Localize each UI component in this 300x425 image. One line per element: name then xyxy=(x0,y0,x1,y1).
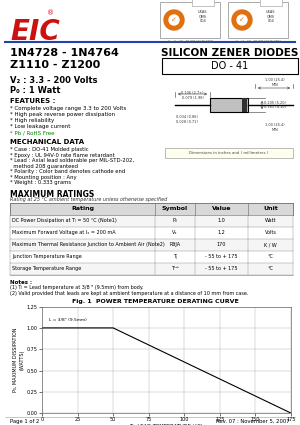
Text: ✓: ✓ xyxy=(170,15,178,25)
Text: * Pb / RoHS Free: * Pb / RoHS Free xyxy=(10,130,55,135)
Text: MECHANICAL DATA: MECHANICAL DATA xyxy=(10,139,84,145)
Bar xyxy=(228,2,288,38)
Bar xyxy=(260,0,282,6)
Text: Volts: Volts xyxy=(265,230,276,235)
Text: 0.106 (2.7+)
0.079 (1.98): 0.106 (2.7+) 0.079 (1.98) xyxy=(181,91,204,99)
Bar xyxy=(10,215,293,227)
Text: Symbol: Symbol xyxy=(162,206,188,211)
Text: Vₓ: Vₓ xyxy=(172,230,178,235)
Text: L = 3/8" (9.5mm): L = 3/8" (9.5mm) xyxy=(49,318,87,322)
Text: * High peak reverse power dissipation: * High peak reverse power dissipation xyxy=(10,112,115,117)
Text: * Case : DO-41 Molded plastic: * Case : DO-41 Molded plastic xyxy=(10,147,89,152)
Bar xyxy=(10,202,293,215)
Text: method 208 guaranteed: method 208 guaranteed xyxy=(10,164,78,168)
Text: P₀ : 1 Watt: P₀ : 1 Watt xyxy=(10,86,61,95)
Text: °C: °C xyxy=(268,254,273,259)
Text: Tˢᵗᵏ: Tˢᵗᵏ xyxy=(171,266,179,271)
Text: Unit: Unit xyxy=(263,206,278,211)
Text: ✓: ✓ xyxy=(239,17,245,23)
Text: Storage Temperature Range: Storage Temperature Range xyxy=(12,266,81,271)
Text: Maximum Thermal Resistance Junction to Ambient Air (Note2): Maximum Thermal Resistance Junction to A… xyxy=(12,242,165,247)
Bar xyxy=(162,58,298,74)
Text: K / W: K / W xyxy=(264,242,277,247)
Circle shape xyxy=(237,15,247,25)
Text: 0.034 (0.86)
0.028 (0.71): 0.034 (0.86) 0.028 (0.71) xyxy=(176,115,198,124)
Text: SILICON ZENER DIODES: SILICON ZENER DIODES xyxy=(161,48,299,58)
Text: ✓: ✓ xyxy=(238,15,246,25)
Text: V₂ : 3.3 - 200 Volts: V₂ : 3.3 - 200 Volts xyxy=(10,76,98,85)
Text: 1.0: 1.0 xyxy=(218,218,225,223)
Circle shape xyxy=(164,10,184,30)
Bar xyxy=(210,98,248,112)
Text: * Epoxy : UL 94V-0 rate flame retardant: * Epoxy : UL 94V-0 rate flame retardant xyxy=(10,153,115,158)
X-axis label: Tₗ, LEAD TEMPERATURE (°C): Tₗ, LEAD TEMPERATURE (°C) xyxy=(130,424,203,425)
Text: DC Power Dissipation at Tₗ = 50 °C (Note1): DC Power Dissipation at Tₗ = 50 °C (Note… xyxy=(12,218,117,223)
Bar xyxy=(10,250,293,263)
Text: DO - 41: DO - 41 xyxy=(212,61,249,71)
Bar xyxy=(192,0,214,6)
Text: EIC: EIC xyxy=(10,18,60,46)
Text: Watt: Watt xyxy=(265,218,276,223)
Bar xyxy=(165,148,293,158)
Text: Page 1 of 2: Page 1 of 2 xyxy=(10,419,39,424)
Text: - 55 to + 175: - 55 to + 175 xyxy=(205,266,238,271)
Text: * High reliability: * High reliability xyxy=(10,118,54,123)
Text: 1.2: 1.2 xyxy=(218,230,225,235)
Text: Junction Temperature Range: Junction Temperature Range xyxy=(12,254,82,259)
Text: Value: Value xyxy=(212,206,231,211)
Text: * Polarity : Color band denotes cathode end: * Polarity : Color band denotes cathode … xyxy=(10,169,125,174)
Text: * Complete voltage range 3.3 to 200 Volts: * Complete voltage range 3.3 to 200 Volt… xyxy=(10,106,126,111)
Text: * Low leakage current: * Low leakage current xyxy=(10,124,70,129)
Text: 1.00 (25.4)
MIN: 1.00 (25.4) MIN xyxy=(265,78,285,87)
Text: Certified No: TS-001/ 13-05-0008: Certified No: TS-001/ 13-05-0008 xyxy=(168,40,212,44)
Text: ✓: ✓ xyxy=(171,17,177,23)
Text: MAXIMUM RATINGS: MAXIMUM RATINGS xyxy=(10,190,94,198)
Text: 0.205 (5.20)
0.161 (4.10): 0.205 (5.20) 0.161 (4.10) xyxy=(264,101,286,109)
Text: °C: °C xyxy=(268,266,273,271)
Text: Rev. 07 : November 5, 2007: Rev. 07 : November 5, 2007 xyxy=(216,419,290,424)
Text: ®: ® xyxy=(47,10,54,16)
Text: (1) Tₗ = Lead temperature at 3/8 " (9.5mm) from body.: (1) Tₗ = Lead temperature at 3/8 " (9.5m… xyxy=(10,286,143,291)
Text: Notes :: Notes : xyxy=(10,280,32,284)
Text: RθJA: RθJA xyxy=(169,242,181,247)
Bar xyxy=(160,2,220,38)
Text: P₀: P₀ xyxy=(172,218,177,223)
Text: (2) Valid provided that leads are kept at ambient temperature at a distance of 1: (2) Valid provided that leads are kept a… xyxy=(10,291,248,295)
Text: Z1110 - Z1200: Z1110 - Z1200 xyxy=(10,60,100,70)
Text: * Weight : 0.333 grams: * Weight : 0.333 grams xyxy=(10,180,71,185)
Text: 170: 170 xyxy=(217,242,226,247)
Text: FEATURES :: FEATURES : xyxy=(10,98,56,104)
Bar xyxy=(10,238,293,250)
Text: UKAS
QMS
004: UKAS QMS 004 xyxy=(266,10,276,23)
Circle shape xyxy=(232,10,252,30)
Text: - 55 to + 175: - 55 to + 175 xyxy=(205,254,238,259)
Text: 1N4728 - 1N4764: 1N4728 - 1N4764 xyxy=(10,48,119,58)
Text: * Mounting position : Any: * Mounting position : Any xyxy=(10,175,76,179)
Bar xyxy=(10,263,293,275)
Y-axis label: P₀, MAXIMUM DISSIPATION
(WATTS): P₀, MAXIMUM DISSIPATION (WATTS) xyxy=(13,328,24,392)
Bar xyxy=(10,227,293,238)
Text: Rating: Rating xyxy=(71,206,94,211)
Text: Fig. 1  POWER TEMPERATURE DERATING CURVE: Fig. 1 POWER TEMPERATURE DERATING CURVE xyxy=(72,298,238,303)
Text: Certified No: TS-001/ 17-05-0094: Certified No: TS-001/ 17-05-0094 xyxy=(236,40,280,44)
Text: Rating at 25 °C ambient temperature unless otherwise specified: Rating at 25 °C ambient temperature unle… xyxy=(10,196,167,201)
Text: Tⱼ: Tⱼ xyxy=(173,254,177,259)
Text: Maximum Forward Voltage at Iₓ = 200 mA: Maximum Forward Voltage at Iₓ = 200 mA xyxy=(12,230,116,235)
Text: UKAS
QMS
004: UKAS QMS 004 xyxy=(198,10,208,23)
Text: * Lead : Axial lead solderable per MIL-STD-202,: * Lead : Axial lead solderable per MIL-S… xyxy=(10,158,134,163)
Circle shape xyxy=(169,15,179,25)
Text: Dimensions in inches and ( millimeters ): Dimensions in inches and ( millimeters ) xyxy=(189,151,268,155)
Text: 1.00 (25.4)
MIN: 1.00 (25.4) MIN xyxy=(265,123,285,132)
Bar xyxy=(242,98,247,112)
